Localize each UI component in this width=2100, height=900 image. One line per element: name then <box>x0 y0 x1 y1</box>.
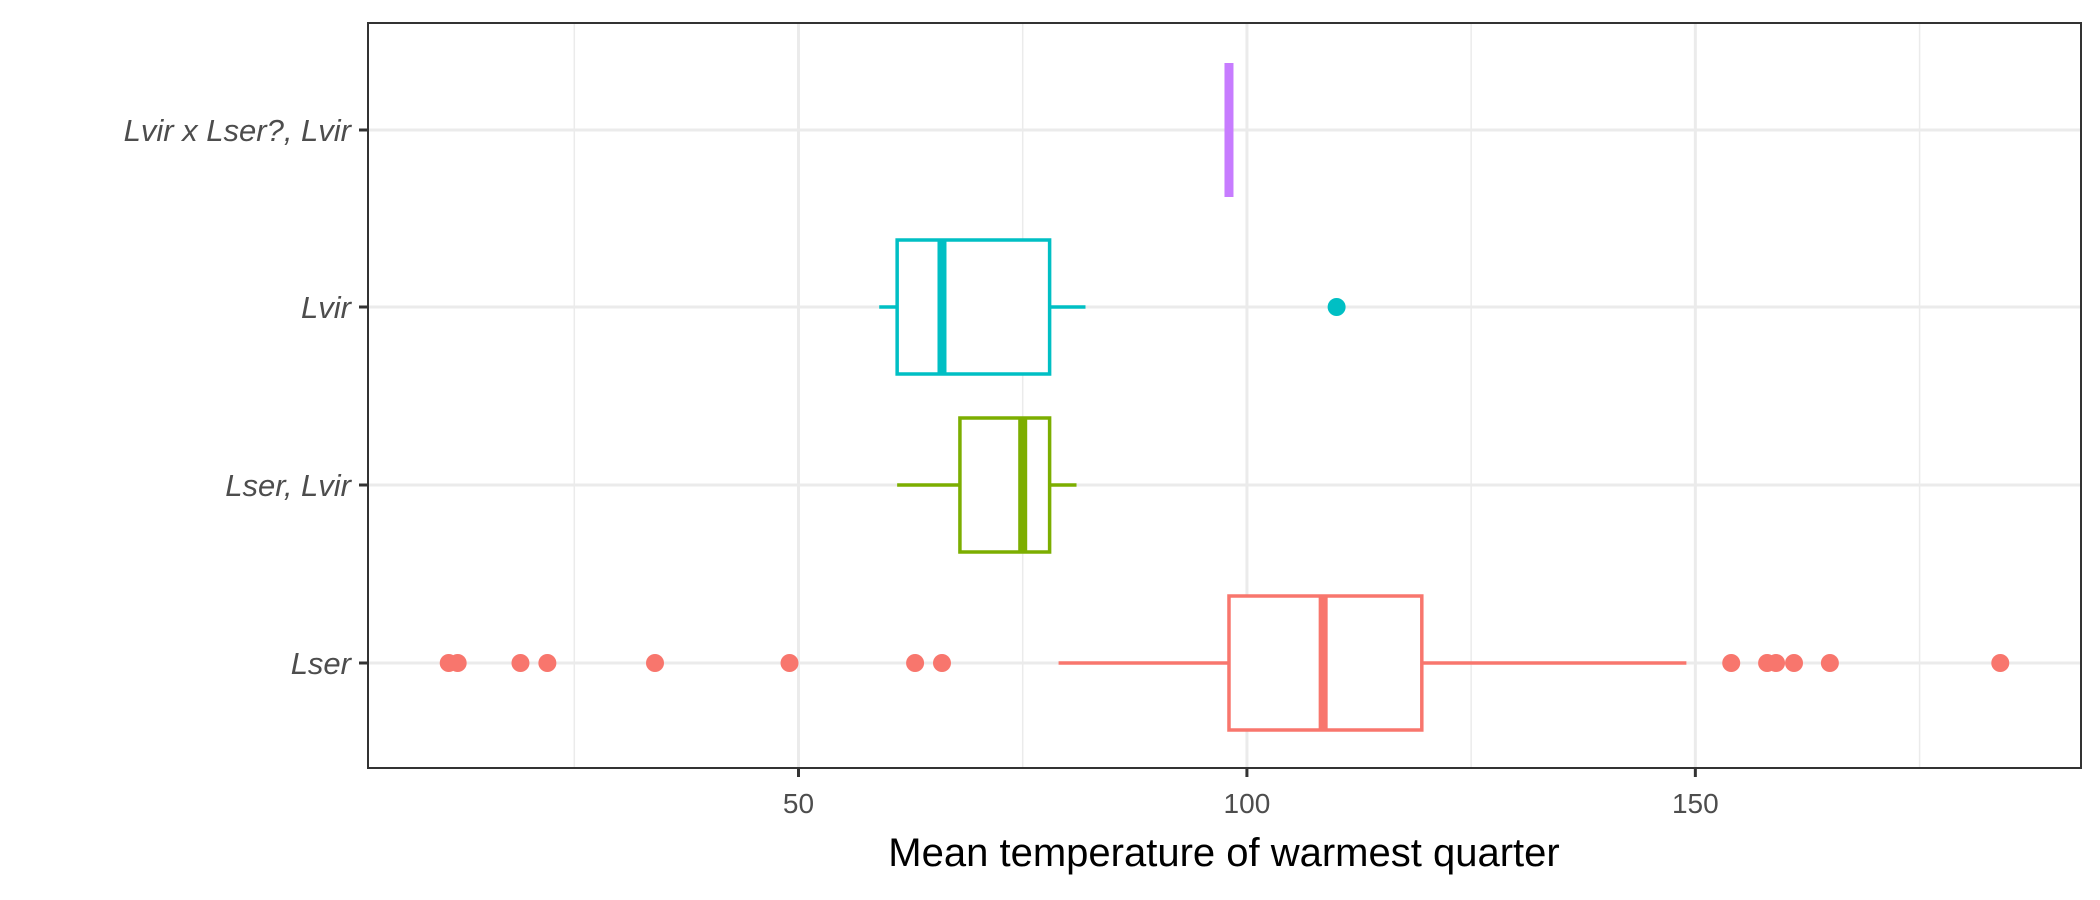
y-tick-label: Lvir x Lser?, Lvir <box>124 113 353 148</box>
axes: Lser Lser, Lvir Lvir Lvir x Lser?, Lvir 50 10… <box>124 113 1719 819</box>
outlier-point <box>511 654 530 672</box>
outlier-point <box>1991 654 2010 672</box>
panel-border <box>367 22 2082 769</box>
outlier-point <box>1722 654 1741 672</box>
x-axis-label: Mean temperature of warmest quarter <box>888 831 1559 875</box>
box-group-0 <box>439 594 2010 732</box>
y-tick-label: Lvir <box>301 290 353 325</box>
outlier-point <box>538 654 557 672</box>
y-tick-label: Lser <box>291 646 353 681</box>
outlier-point <box>1785 654 1804 672</box>
box-iqr <box>895 238 1052 376</box>
box-marks <box>439 63 2010 732</box>
box-group-2 <box>879 238 1346 376</box>
outlier-point <box>780 654 799 672</box>
y-tick-label: Lser, Lvir <box>225 468 352 503</box>
outlier-point <box>448 654 467 672</box>
outlier-point <box>645 654 664 672</box>
x-tick-label: 100 <box>1224 788 1271 819</box>
outlier-point <box>1767 654 1786 672</box>
box-iqr <box>958 416 1052 554</box>
outlier-point <box>906 654 925 672</box>
x-tick-label: 150 <box>1672 788 1719 819</box>
x-tick-label: 50 <box>783 788 814 819</box>
outlier-point <box>932 654 951 672</box>
outlier-point <box>1820 654 1839 672</box>
box-group-1 <box>897 416 1077 554</box>
outlier-point <box>1327 298 1346 316</box>
